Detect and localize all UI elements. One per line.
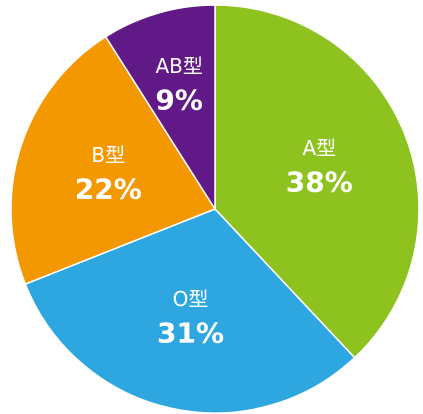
slice-value-label: 38% bbox=[286, 166, 353, 199]
slice-value-label: 9% bbox=[155, 84, 203, 117]
pie-slice bbox=[214, 4, 420, 359]
pie-slice bbox=[24, 208, 356, 414]
slice-name: A型 bbox=[302, 136, 336, 160]
pie-slice bbox=[10, 35, 217, 286]
pie-slice bbox=[104, 4, 216, 212]
slice-name: B型 bbox=[91, 143, 125, 167]
slice-name: O型 bbox=[173, 287, 209, 311]
slice-value-label: 22% bbox=[75, 172, 142, 205]
slice-name: AB型 bbox=[155, 54, 202, 78]
slice-value-label: 31% bbox=[157, 316, 224, 349]
